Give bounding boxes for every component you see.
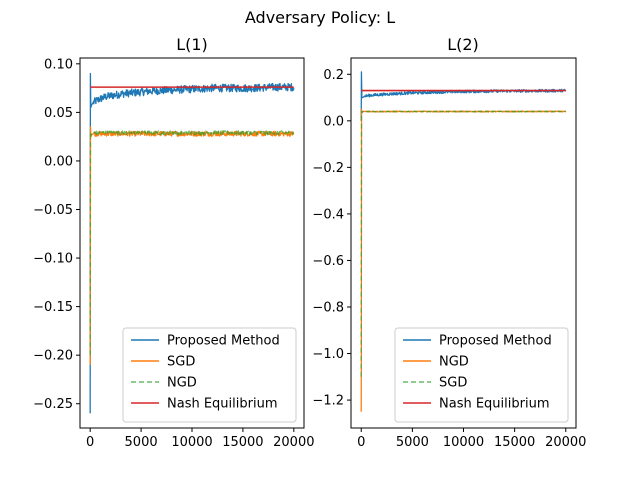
y-tick-label: 0.00 [44,154,73,169]
y-tick-label: 0.10 [44,57,73,72]
y-tick-label: −0.6 [312,254,344,269]
x-tick-label: 20000 [545,435,586,450]
x-tick-label: 5000 [396,435,429,450]
series-line-l2-sgd [360,110,567,377]
y-tick-label: 0.05 [44,106,73,121]
subplot-l1-ticks: 0 5000 10000 15000 20000 0.10 0.05 0.00 −0.05 −0.… [33,57,314,450]
subplot-l1-frame [79,57,305,429]
series-line-l2-proposed-method [360,71,567,121]
subplot-l1-legend: Proposed Method SGD NGD Nash Equilibrium [122,327,297,423]
y-tick-label: −0.20 [33,349,73,364]
x-tick-label: 5000 [125,435,158,450]
legend-label: NGD [167,376,197,391]
y-tick-label: −0.2 [312,161,344,176]
figure-title: Adversary Policy: L [245,8,395,27]
y-tick-label: −1.2 [312,394,344,409]
x-tick-label: 0 [86,435,94,450]
x-tick-label: 20000 [273,435,314,450]
subplot-l2-ticks: 0 5000 10000 15000 20000 0.2 0.0 −0.2 −0.4 −0.6 −0… [312,68,586,450]
subplot-l2-legend: Proposed Method NGD SGD Nash Equilibrium [394,327,569,423]
x-tick-label: 10000 [171,435,212,450]
subplot-l1-lines [89,72,295,414]
y-tick-label: −1.0 [312,347,344,362]
subplot-l2-title: L(2) [447,35,479,54]
legend-label: SGD [439,376,467,391]
y-tick-label: −0.8 [312,300,344,315]
legend-label: Proposed Method [439,334,552,349]
legend-label: Nash Equilibrium [167,397,278,412]
subplot-l2-frame [350,57,577,429]
legend-label: Proposed Method [167,334,280,349]
y-tick-label: 0.2 [323,68,344,83]
x-tick-label: 15000 [222,435,263,450]
legend-label: NGD [439,355,469,370]
y-tick-label: −0.05 [33,203,73,218]
series-line-l1-proposed-method [89,72,295,414]
legend-label: Nash Equilibrium [439,397,550,412]
y-tick-label: −0.25 [33,397,73,412]
y-tick-label: 0.0 [323,114,344,129]
x-tick-label: 10000 [443,435,484,450]
y-tick-label: −0.4 [312,207,344,222]
legend-box [394,327,569,423]
subplot-l1: L(1) 0 5000 10000 15000 20000 0.10 0.05 0.00 −0.… [33,35,314,450]
x-tick-label: 0 [357,435,365,450]
subplot-l2: L(2) 0 5000 10000 15000 20000 0.2 0.0 −0.2 −0.4 −… [312,35,586,450]
series-line-l1-ngd [89,130,295,356]
subplot-l1-title: L(1) [176,35,208,54]
x-tick-label: 15000 [494,435,535,450]
y-tick-label: −0.10 [33,252,73,267]
y-tick-label: −0.15 [33,300,73,315]
legend-label: SGD [167,355,195,370]
legend-box [122,327,297,423]
subplot-l2-lines [360,71,567,412]
